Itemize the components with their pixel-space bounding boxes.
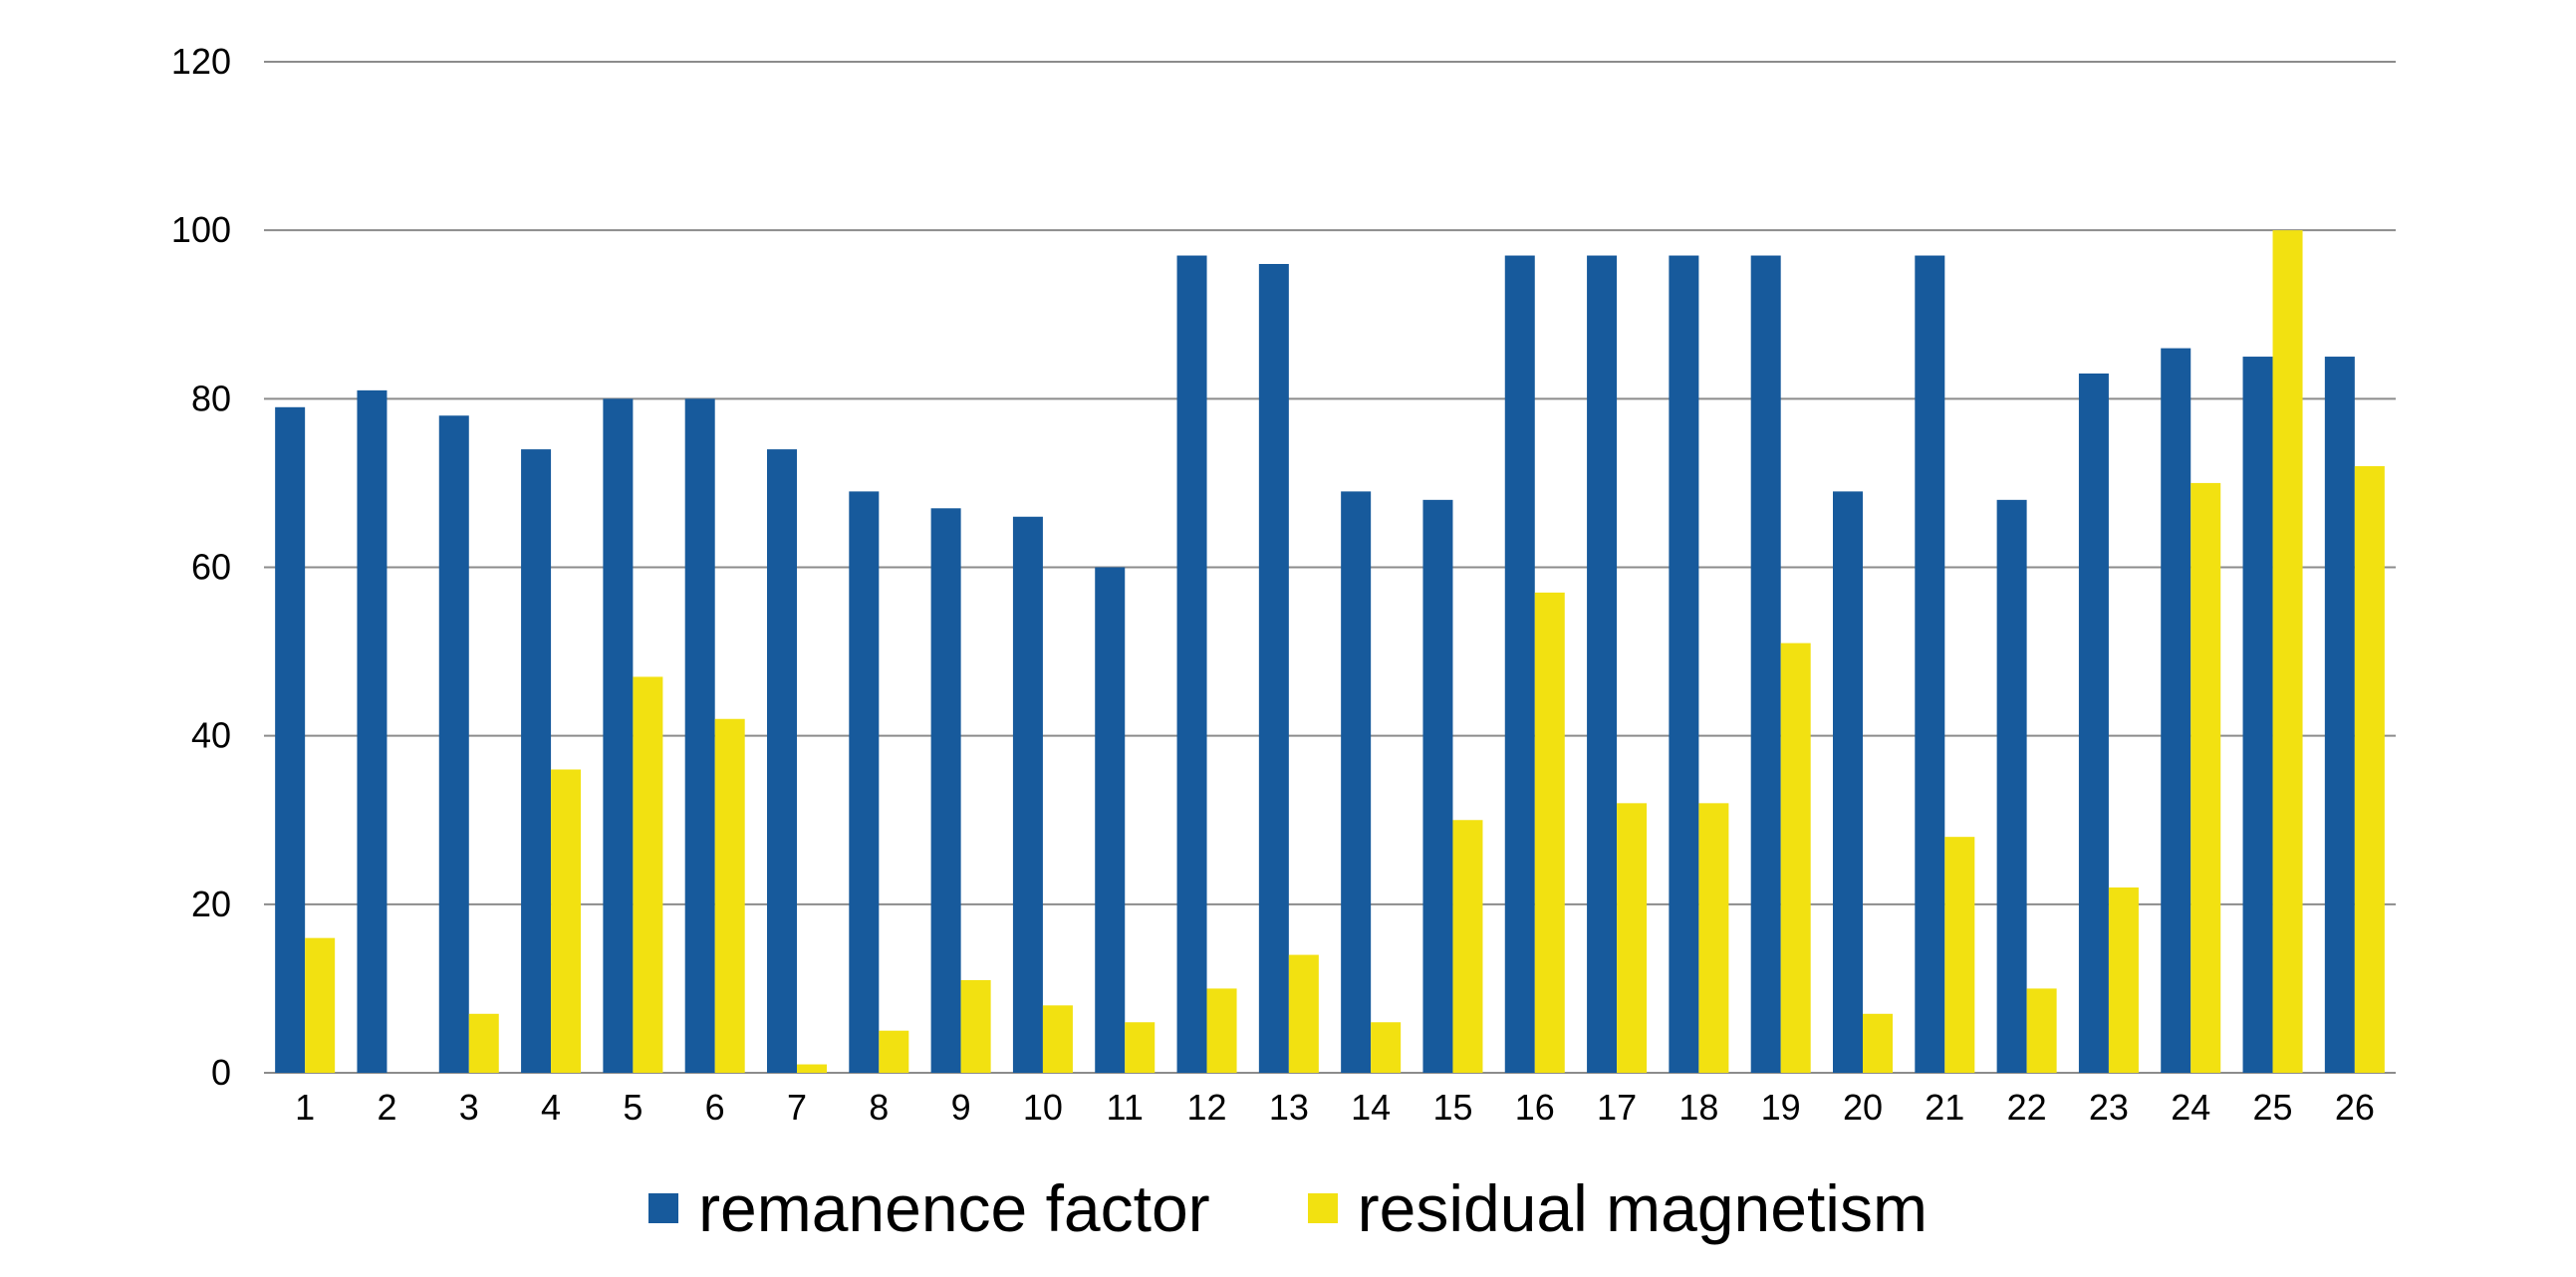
bar-remanence-factor-12 — [1176, 255, 1207, 1074]
legend-item-remanence-factor: remanence factor — [648, 1175, 1210, 1241]
x-tick-label: 3 — [459, 1087, 479, 1128]
x-tick-label: 5 — [623, 1087, 643, 1128]
bar-remanence-factor-24 — [2161, 348, 2191, 1073]
bar-remanence-factor-4 — [521, 449, 552, 1073]
bar-residual-magnetism-9 — [960, 979, 991, 1073]
legend-label-residual-magnetism: residual magnetism — [1357, 1171, 1928, 1245]
bar-residual-magnetism-6 — [714, 718, 745, 1073]
bar-remanence-factor-7 — [767, 449, 797, 1073]
y-tick-label: 0 — [211, 1052, 231, 1093]
bar-remanence-factor-23 — [2078, 373, 2109, 1073]
x-tick-label: 8 — [869, 1087, 889, 1128]
x-tick-label: 1 — [295, 1087, 315, 1128]
gridlines — [264, 61, 2396, 1074]
bars — [275, 230, 2385, 1074]
bar-remanence-factor-3 — [438, 415, 469, 1073]
bar-residual-magnetism-14 — [1371, 1022, 1402, 1073]
x-tick-label: 19 — [1761, 1087, 1801, 1128]
x-tick-label: 18 — [1678, 1087, 1718, 1128]
legend-swatch-residual-magnetism — [1307, 1193, 1338, 1223]
x-tick-label: 23 — [2089, 1087, 2129, 1128]
bar-residual-magnetism-25 — [2272, 230, 2303, 1073]
y-tick-label: 80 — [191, 378, 231, 418]
bar-remanence-factor-13 — [1258, 264, 1289, 1073]
bar-residual-magnetism-16 — [1534, 592, 1565, 1073]
bar-residual-magnetism-3 — [468, 1013, 499, 1073]
legend: remanence factor residual magnetism — [0, 1163, 2576, 1253]
x-tick-label: 26 — [2335, 1087, 2375, 1128]
bar-remanence-factor-19 — [1750, 255, 1781, 1074]
bar-residual-magnetism-24 — [2190, 482, 2221, 1074]
x-tick-label: 16 — [1515, 1087, 1555, 1128]
bar-residual-magnetism-8 — [879, 1030, 909, 1073]
bar-remanence-factor-5 — [603, 398, 634, 1073]
legend-swatch-remanence-factor — [648, 1193, 679, 1223]
x-tick-label: 24 — [2171, 1087, 2210, 1128]
y-tick-label: 60 — [191, 547, 231, 588]
bar-residual-magnetism-15 — [1452, 820, 1483, 1073]
x-tick-label: 14 — [1351, 1087, 1391, 1128]
bar-residual-magnetism-13 — [1288, 954, 1319, 1073]
x-tick-label: 4 — [541, 1087, 561, 1128]
x-tick-label: 9 — [951, 1087, 971, 1128]
x-tick-label: 15 — [1432, 1087, 1472, 1128]
y-tick-label: 40 — [191, 715, 231, 756]
bar-remanence-factor-11 — [1095, 567, 1126, 1073]
bar-remanence-factor-18 — [1669, 255, 1699, 1074]
y-tick-label: 100 — [171, 209, 231, 250]
bar-residual-magnetism-5 — [633, 676, 663, 1073]
x-tick-label: 6 — [705, 1087, 725, 1128]
bar-remanence-factor-14 — [1341, 491, 1372, 1073]
bar-residual-magnetism-23 — [2108, 887, 2139, 1073]
x-tick-label: 13 — [1269, 1087, 1309, 1128]
y-tick-label: 120 — [171, 41, 231, 82]
bar-remanence-factor-22 — [1996, 499, 2027, 1073]
x-tick-label: 12 — [1187, 1087, 1227, 1128]
bar-residual-magnetism-21 — [1944, 837, 1975, 1073]
x-tick-label: 11 — [1107, 1087, 1144, 1128]
legend-label-remanence-factor: remanence factor — [698, 1171, 1210, 1245]
bar-residual-magnetism-11 — [1125, 1022, 1156, 1073]
bar-residual-magnetism-17 — [1617, 803, 1648, 1073]
bar-remanence-factor-2 — [357, 389, 387, 1073]
x-tick-label: 22 — [2007, 1087, 2047, 1128]
bar-residual-magnetism-7 — [797, 1064, 827, 1073]
bar-remanence-factor-25 — [2242, 357, 2273, 1074]
bar-residual-magnetism-1 — [305, 937, 336, 1073]
bar-residual-magnetism-20 — [1863, 1013, 1893, 1073]
bar-residual-magnetism-4 — [551, 769, 582, 1073]
x-tick-label: 21 — [1925, 1087, 1964, 1128]
bar-residual-magnetism-19 — [1780, 642, 1811, 1073]
x-tick-label: 7 — [787, 1087, 807, 1128]
x-tick-label: 2 — [377, 1087, 396, 1128]
bar-remanence-factor-9 — [930, 508, 961, 1074]
bar-remanence-factor-10 — [1012, 516, 1043, 1073]
bar-residual-magnetism-12 — [1206, 988, 1237, 1073]
x-tick-label: 25 — [2253, 1087, 2293, 1128]
bar-remanence-factor-8 — [849, 491, 880, 1073]
y-axis-ticks: 0 20 40 60 80 100 120 — [171, 41, 231, 1093]
bar-remanence-factor-20 — [1833, 491, 1863, 1073]
bar-remanence-factor-17 — [1587, 255, 1618, 1074]
x-axis-ticks: 1 2 3 4 5 6 7 8 9 10 11 12 13 14 15 16 17 18 19 20 21 22 23 24 2… — [295, 1087, 2375, 1128]
bar-remanence-factor-1 — [275, 406, 306, 1074]
bar-remanence-factor-6 — [684, 398, 715, 1073]
bar-residual-magnetism-22 — [2026, 988, 2057, 1073]
bar-residual-magnetism-26 — [2354, 466, 2385, 1073]
bar-residual-magnetism-18 — [1698, 803, 1729, 1073]
bar-remanence-factor-26 — [2324, 357, 2355, 1074]
y-tick-label: 20 — [191, 884, 231, 924]
bar-remanence-factor-15 — [1422, 499, 1453, 1073]
legend-item-residual-magnetism: residual magnetism — [1307, 1171, 1928, 1245]
x-tick-label: 20 — [1843, 1087, 1883, 1128]
bar-residual-magnetism-10 — [1042, 1005, 1073, 1073]
x-tick-label: 17 — [1597, 1087, 1637, 1128]
bar-remanence-factor-16 — [1504, 255, 1535, 1074]
bar-remanence-factor-21 — [1915, 255, 1945, 1074]
x-tick-label: 10 — [1023, 1087, 1063, 1128]
